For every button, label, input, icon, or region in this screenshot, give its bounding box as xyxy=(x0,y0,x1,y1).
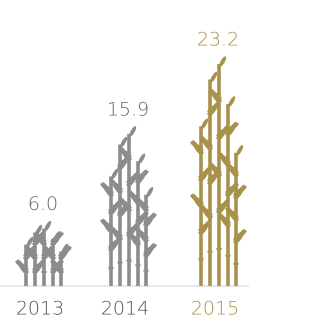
x-tick-label: 2015 xyxy=(191,298,239,320)
bamboo-leaf xyxy=(200,117,209,129)
x-tick-label: 2014 xyxy=(101,298,149,320)
bamboo-node xyxy=(108,267,113,269)
bamboo-cluster xyxy=(99,125,158,286)
bamboo-node xyxy=(225,255,230,257)
bamboo-leaf xyxy=(43,220,52,232)
value-label: 23.2 xyxy=(197,29,239,51)
bamboo-leaf xyxy=(145,186,154,198)
bamboo-node xyxy=(198,258,203,260)
bamboo-node xyxy=(135,264,140,266)
bamboo-leaf xyxy=(128,125,137,137)
bamboo-leaf xyxy=(218,55,227,67)
chart: 6.0 2013 15.9 2014 23.2 2015 xyxy=(0,0,249,320)
x-tick-label: 2013 xyxy=(16,298,64,320)
bamboo-node xyxy=(207,251,212,253)
bamboo-node xyxy=(117,261,122,263)
bamboo-node xyxy=(233,263,238,265)
bamboo-leaf xyxy=(110,168,119,180)
value-label: 6.0 xyxy=(28,193,58,215)
bamboo-cluster xyxy=(189,55,248,286)
bamboo-node xyxy=(143,270,148,272)
bamboo-leaf xyxy=(209,71,218,83)
bamboo-cluster xyxy=(14,220,73,286)
bamboo-leaf xyxy=(137,153,146,165)
bamboo-node xyxy=(126,260,131,262)
bamboo-leaf xyxy=(119,136,128,148)
bamboo-leaf xyxy=(227,95,236,107)
bamboo-leaf xyxy=(235,144,244,156)
bamboo-node xyxy=(41,271,46,273)
value-label: 15.9 xyxy=(107,98,149,120)
bamboo-node xyxy=(216,248,221,250)
